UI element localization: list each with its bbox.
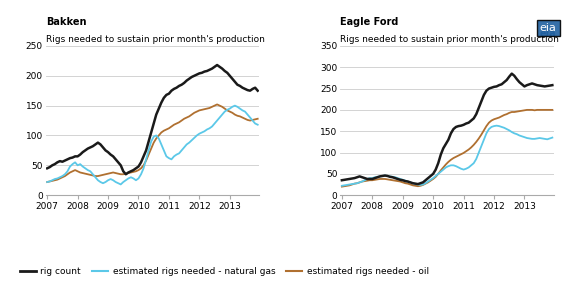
Text: Rigs needed to sustain prior month's production: Rigs needed to sustain prior month's pro…: [46, 35, 264, 44]
Legend: rig count, estimated rigs needed - natural gas, estimated rigs needed - oil: rig count, estimated rigs needed - natur…: [16, 263, 432, 280]
Text: eia: eia: [540, 29, 557, 39]
Text: Eagle Ford: Eagle Ford: [340, 17, 399, 26]
Text: Rigs needed to sustain prior month's production: Rigs needed to sustain prior month's pro…: [340, 35, 559, 44]
Text: eia: eia: [540, 23, 557, 33]
Text: Bakken: Bakken: [46, 17, 86, 26]
